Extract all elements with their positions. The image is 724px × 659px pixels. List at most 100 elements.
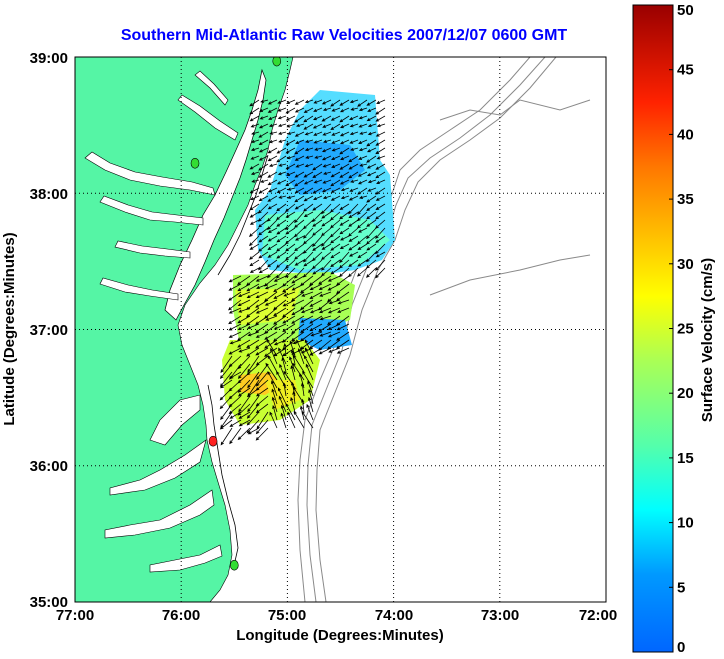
velocity-vector: [301, 410, 314, 429]
velocity-vector: [303, 267, 314, 278]
velocity-vector: [322, 123, 332, 128]
velocity-vector: [358, 147, 368, 152]
velocity-vector: [278, 347, 287, 365]
velocity-vector: [358, 115, 368, 120]
velocity-vector: [255, 331, 269, 338]
velocity-vector: [303, 179, 314, 185]
velocity-vector: [267, 187, 278, 193]
velocity-vector: [255, 371, 269, 387]
velocity-vector: [321, 259, 332, 271]
velocity-vector: [273, 323, 287, 330]
velocity-vector: [292, 390, 296, 405]
velocity-vector: [277, 387, 287, 405]
velocity-vector: [290, 396, 296, 413]
velocity-vector: [237, 339, 251, 348]
velocity-vector: [312, 227, 323, 236]
velocity-vector: [255, 339, 269, 349]
velocity-vector: [304, 131, 314, 136]
y-axis-label: Latitude (Degrees:Minutes): [1, 232, 18, 425]
velocity-vector: [321, 203, 332, 215]
velocity-vector: [267, 99, 278, 105]
velocity-vector: [349, 99, 359, 104]
velocity-vector: [303, 115, 314, 123]
velocity-vector: [300, 323, 314, 333]
velocity-vector: [276, 203, 287, 212]
colorbar-tick-label: 0: [677, 639, 685, 656]
velocity-vector: [348, 259, 359, 267]
velocity-vector: [281, 357, 287, 373]
velocity-vector: [277, 99, 287, 104]
velocity-vector: [339, 107, 350, 113]
station-markers: [190, 57, 282, 571]
velocity-vector: [292, 362, 305, 381]
velocity-vector: [282, 382, 287, 397]
velocity-vector: [285, 227, 296, 235]
velocity-vector: [249, 243, 260, 250]
velocity-vector: [228, 291, 242, 301]
velocity-vector: [330, 123, 341, 131]
velocity-vector: [294, 267, 305, 279]
x-tick-label: 75:00: [268, 607, 306, 624]
velocity-vector: [375, 235, 386, 243]
velocity-vector: [312, 171, 323, 178]
velocity-vector: [322, 131, 332, 136]
velocity-vector: [339, 147, 350, 155]
velocity-vector: [247, 355, 260, 373]
velocity-vector: [359, 163, 368, 167]
velocity-vector: [321, 155, 332, 161]
velocity-vector: [255, 299, 269, 308]
velocity-vector: [276, 187, 287, 193]
velocity-vector: [314, 155, 323, 159]
velocity-vector: [339, 243, 350, 250]
velocity-vector: [327, 275, 341, 282]
velocity-vector: [247, 371, 260, 389]
colorbar-tick-label: 20: [677, 385, 694, 402]
velocity-vector: [330, 251, 341, 259]
colorbar-ticks: 0 5 10 15 20 25 30 35 40 45 50: [669, 2, 694, 656]
velocity-vector: [249, 219, 260, 225]
velocity-vector: [375, 203, 386, 210]
velocity-vector: [246, 411, 260, 426]
velocity-vector: [330, 179, 341, 187]
velocity-vector: [269, 131, 278, 135]
velocity-vector: [249, 267, 260, 273]
velocity-vector: [321, 219, 332, 227]
velocity-vector: [304, 147, 314, 152]
velocity-vector: [321, 115, 332, 122]
velocity-vector: [366, 203, 377, 211]
velocity-vector: [286, 171, 296, 176]
velocity-vector: [304, 347, 314, 365]
velocity-vector: [267, 267, 278, 279]
velocity-vector: [330, 259, 341, 268]
velocity-vector: [366, 243, 377, 251]
velocity-vector: [366, 115, 377, 122]
velocity-vector: [300, 315, 314, 323]
sounds: [104, 394, 223, 573]
velocity-vector: [267, 235, 278, 242]
velocity-vector: [331, 155, 341, 161]
velocity-vector: [248, 227, 260, 237]
velocity-vector: [330, 243, 341, 251]
velocity-vector: [268, 139, 278, 144]
velocity-vector: [220, 355, 233, 374]
velocity-vector: [267, 355, 278, 373]
velocity-vector: [258, 171, 269, 178]
velocity-vector: [249, 211, 260, 218]
station-marker: [230, 559, 239, 571]
velocity-vector: [366, 139, 377, 147]
velocity-vector: [366, 163, 377, 169]
velocity-vector: [237, 299, 251, 307]
velocity-vector: [314, 147, 323, 151]
velocity-vector: [340, 195, 350, 200]
velocity-vector: [255, 427, 269, 441]
velocity-vector: [276, 155, 287, 163]
velocity-vector: [287, 195, 296, 199]
velocity-vector: [266, 338, 278, 357]
velocity-vector: [278, 139, 287, 143]
velocity-vector: [294, 147, 305, 155]
velocity-vector: [283, 343, 287, 357]
velocity-vector: [256, 363, 269, 380]
velocity-vector: [294, 251, 305, 260]
velocity-vector: [300, 307, 314, 314]
velocity-vector: [237, 427, 251, 441]
